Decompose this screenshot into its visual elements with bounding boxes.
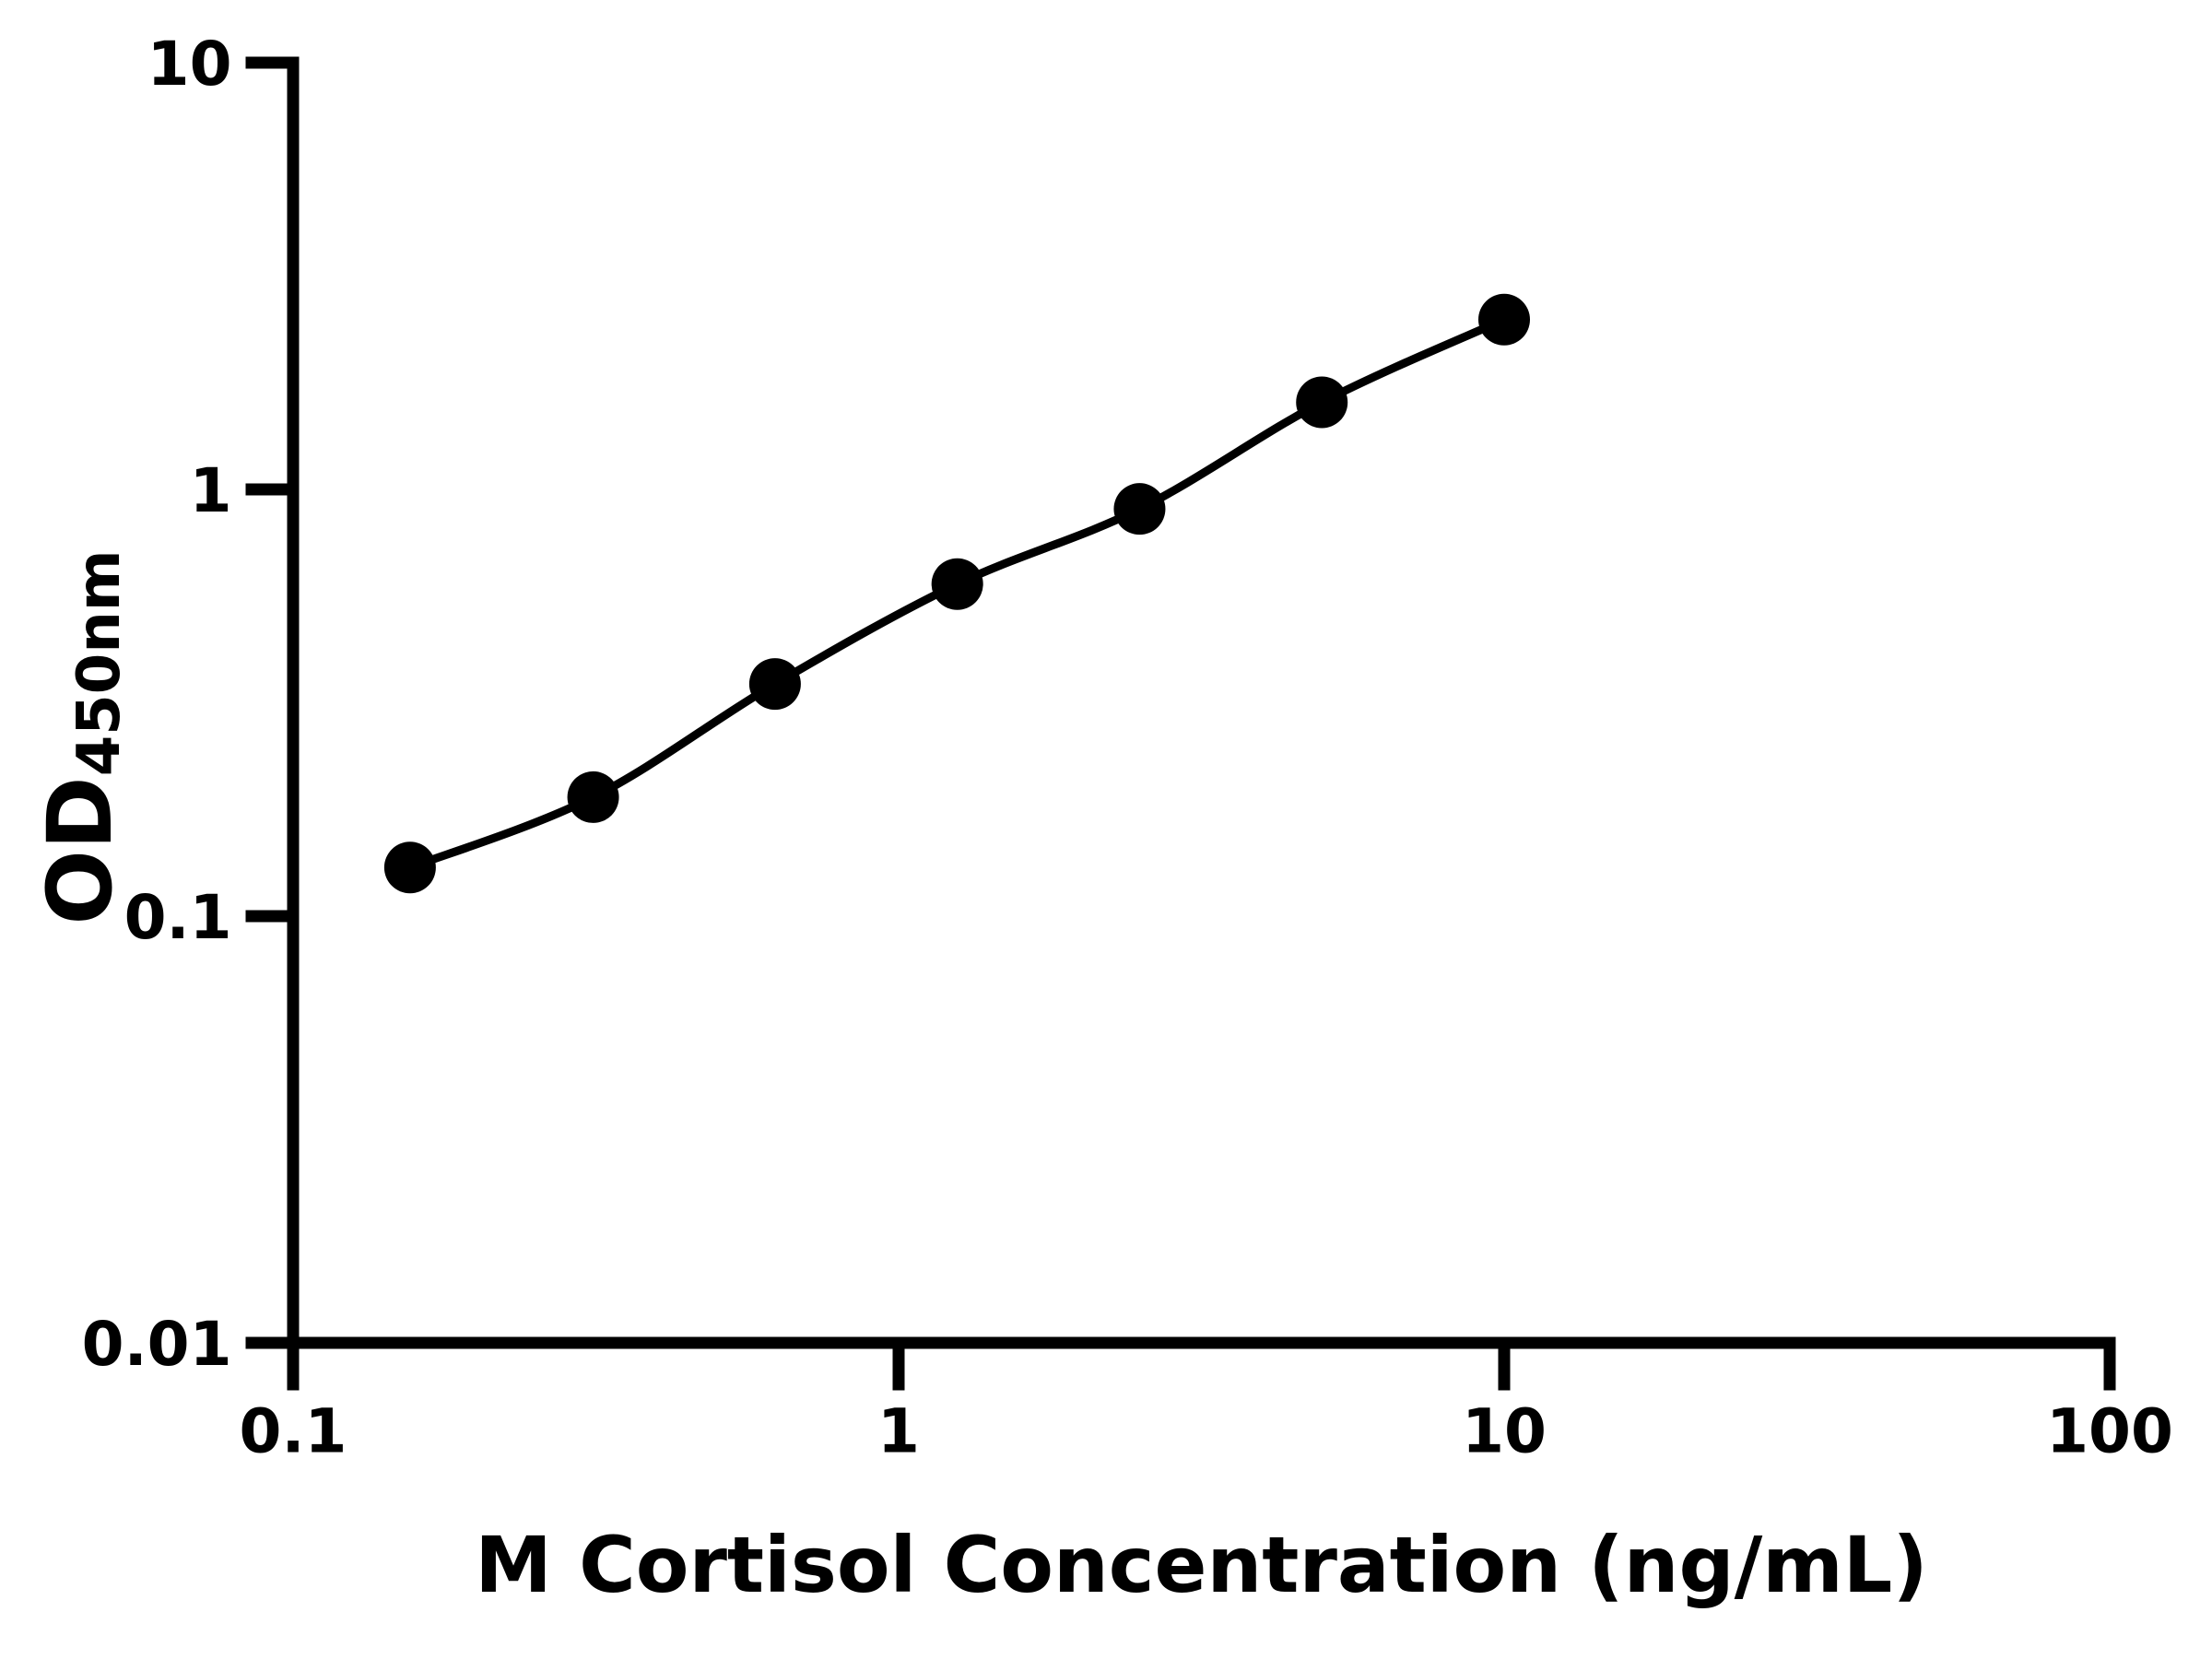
y-axis-title: OD450nm (29, 549, 134, 924)
data-point (1113, 483, 1166, 535)
data-point (748, 658, 801, 711)
x-tick-label: 1 (877, 1396, 920, 1467)
y-tick-label: 0.01 (82, 1309, 232, 1380)
y-axis-title-subscript: 450nm (65, 549, 134, 777)
x-tick-label: 10 (1462, 1396, 1547, 1467)
y-tick-label: 10 (147, 29, 232, 100)
data-point (931, 558, 983, 610)
y-tick-label: 0.1 (124, 882, 232, 953)
y-axis-title-main: OD (29, 776, 133, 925)
data-point (383, 841, 436, 894)
x-tick-label: 100 (2046, 1396, 2173, 1467)
data-point (1296, 376, 1348, 429)
x-axis-title: M Cortisol Concentration (ng/mL) (475, 1520, 1928, 1610)
y-tick-label: 1 (190, 455, 232, 526)
x-tick-label: 0.1 (240, 1396, 347, 1467)
data-point (1478, 293, 1530, 346)
data-point (567, 771, 619, 823)
